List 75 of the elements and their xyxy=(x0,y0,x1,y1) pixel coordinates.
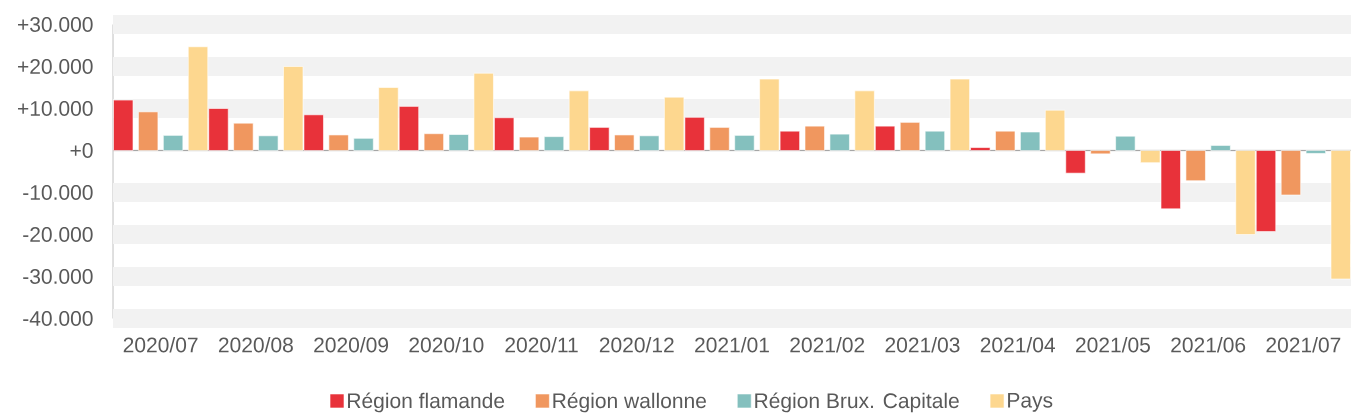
x-tick-label: 2020/10 xyxy=(409,337,484,353)
bar xyxy=(113,99,134,151)
bar xyxy=(589,127,610,151)
x-tick-label: 2021/06 xyxy=(1171,337,1246,353)
bar xyxy=(187,46,209,151)
bar xyxy=(875,125,896,151)
x-tick-label: 2021/01 xyxy=(695,337,769,353)
bar xyxy=(1065,150,1086,174)
bar xyxy=(734,135,755,151)
bar xyxy=(1210,145,1231,151)
x-tick-label: 2021/04 xyxy=(980,337,1056,353)
bar xyxy=(639,135,660,151)
x-tick-label: 2020/12 xyxy=(599,337,674,353)
x-tick-label: 2021/02 xyxy=(790,337,865,353)
bar xyxy=(423,133,444,151)
bar xyxy=(233,122,254,151)
bar xyxy=(1305,150,1326,154)
y-tick-label: +30.000 xyxy=(18,17,93,32)
bar xyxy=(258,135,279,151)
legend-label: Région Brux. Capitale xyxy=(755,392,959,413)
bar xyxy=(970,147,991,151)
bar xyxy=(1235,150,1256,235)
bar xyxy=(924,130,945,151)
bar xyxy=(283,66,304,151)
bar xyxy=(995,130,1016,151)
bar xyxy=(614,134,635,151)
x-tick-label: 2020/11 xyxy=(505,337,578,353)
y-tick-label: -40.000 xyxy=(23,311,93,326)
x-tick-label: 2020/08 xyxy=(218,337,293,353)
y-tick-label: -10.000 xyxy=(23,185,93,200)
bar xyxy=(303,114,324,151)
bar xyxy=(779,130,800,151)
x-tick-label: 2020/07 xyxy=(123,337,198,353)
bar xyxy=(804,125,825,151)
bar xyxy=(163,135,184,151)
y-tick-label: -30.000 xyxy=(23,269,93,284)
y-tick-label: +0 xyxy=(70,143,93,158)
bar xyxy=(1330,150,1351,280)
bar xyxy=(899,122,921,151)
bar xyxy=(448,134,469,151)
bar xyxy=(1020,131,1041,151)
bar xyxy=(208,108,229,151)
bar xyxy=(1115,135,1136,151)
bar xyxy=(473,72,494,151)
y-tick-label: -20.000 xyxy=(23,227,93,242)
bar xyxy=(1160,150,1181,210)
bar xyxy=(1185,150,1206,182)
x-tick-label: 2021/05 xyxy=(1076,337,1150,353)
bar xyxy=(684,117,705,151)
x-tick-label: 2021/03 xyxy=(885,337,960,353)
y-tick-label: +20.000 xyxy=(18,59,93,74)
bar xyxy=(398,106,419,151)
legend-label: Région flamande xyxy=(348,392,505,413)
bar xyxy=(138,111,159,151)
x-tick-label: 2020/09 xyxy=(314,337,389,353)
legend-label: Région wallonne xyxy=(553,392,706,413)
bar xyxy=(854,90,875,151)
bar xyxy=(353,138,374,151)
bar xyxy=(949,78,970,151)
y-tick-label: +10.000 xyxy=(18,101,93,116)
bar xyxy=(328,134,349,151)
bar xyxy=(568,90,589,151)
bar xyxy=(543,136,565,151)
bar xyxy=(519,136,540,151)
bar xyxy=(664,96,685,151)
bar xyxy=(759,78,780,151)
legend-label: Pays xyxy=(1008,393,1053,412)
bar xyxy=(378,87,399,151)
bar xyxy=(709,127,730,151)
bar xyxy=(1255,150,1277,232)
x-tick-label: 2021/07 xyxy=(1266,337,1341,353)
bar xyxy=(1280,150,1301,196)
bar xyxy=(494,117,515,151)
bar xyxy=(1090,150,1111,155)
bar xyxy=(829,133,850,151)
